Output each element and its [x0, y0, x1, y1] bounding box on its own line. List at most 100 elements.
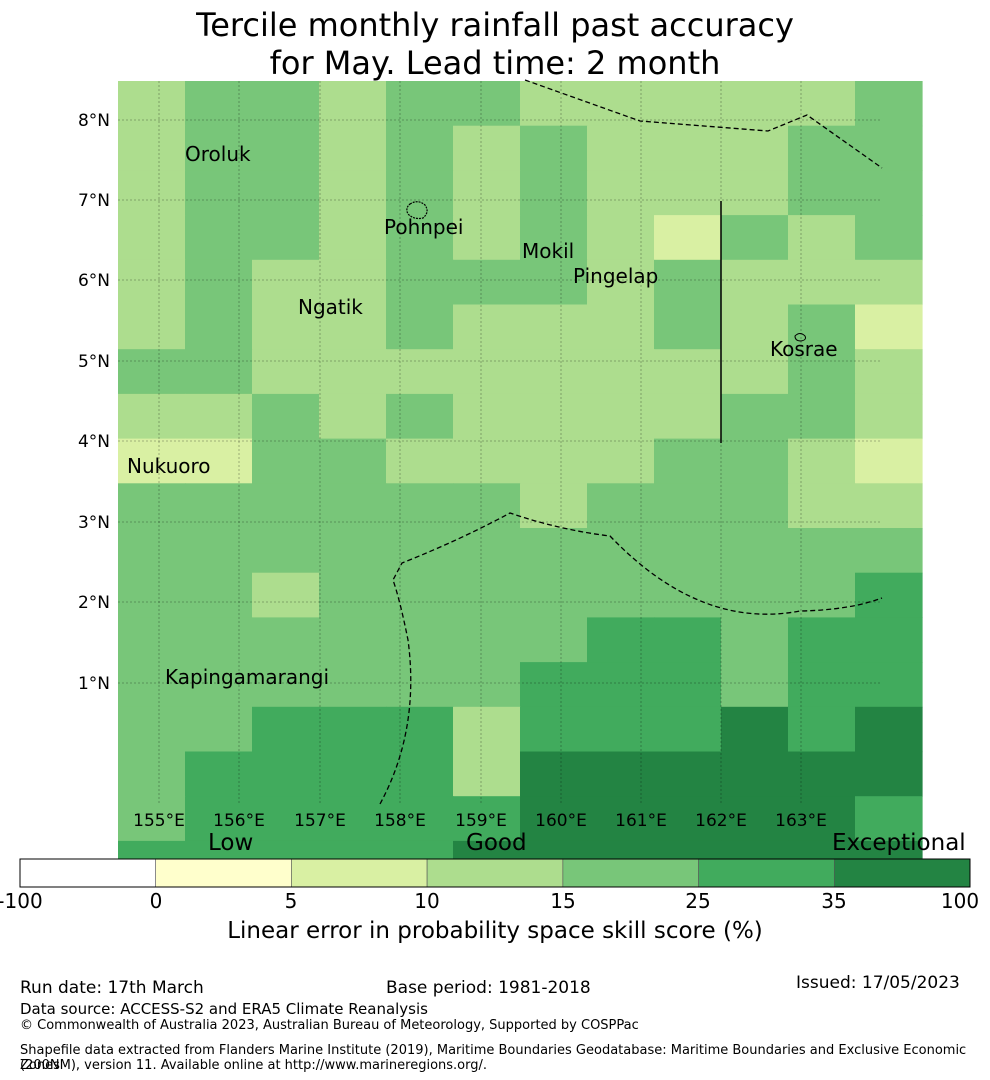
- place-label-nukuoro: Nukuoro: [127, 454, 211, 478]
- grid-cell: [587, 393, 655, 440]
- eez-boundaries: [379, 79, 883, 805]
- lon-label: 157°E: [294, 811, 346, 831]
- grid-cell: [587, 438, 655, 484]
- grid-cell: [855, 125, 923, 171]
- grid-cell: [118, 125, 186, 171]
- grid-cell: [386, 259, 454, 306]
- grid-cell: [520, 751, 588, 797]
- grid-cell: [654, 304, 722, 350]
- data-source: Data source: ACCESS-S2 and ERA5 Climate …: [20, 1000, 428, 1018]
- lat-label: 1°N: [78, 674, 110, 694]
- grid-cell: [654, 706, 722, 753]
- grid-cell: [855, 483, 923, 529]
- grid-cell: [453, 349, 521, 395]
- lon-label: 155°E: [133, 811, 185, 831]
- colorbar-tick: 15: [550, 889, 576, 913]
- grid-cell: [118, 751, 186, 797]
- grid-cell: [654, 215, 722, 261]
- grid-cell: [520, 393, 588, 440]
- grid-cell: [252, 349, 320, 395]
- grid-cell: [587, 215, 655, 261]
- grid-cell: [453, 304, 521, 350]
- grid-cell: [587, 349, 655, 395]
- grid-cell: [654, 751, 722, 797]
- lat-label: 4°N: [78, 432, 110, 452]
- colorbar-segment: [19, 858, 156, 888]
- grid-cell: [654, 81, 722, 127]
- grid-cell: [453, 81, 521, 127]
- grid-cell: [319, 617, 387, 663]
- grid-cell: [721, 81, 789, 127]
- grid-cell: [185, 125, 253, 171]
- lon-label: 162°E: [695, 811, 747, 831]
- grid-cell: [252, 304, 320, 350]
- grid-cell: [386, 751, 454, 797]
- colorbar-category-exceptional: Exceptional: [832, 830, 966, 856]
- grid-cell: [386, 483, 454, 529]
- lat-label: 2°N: [78, 593, 110, 613]
- grid-cell: [721, 259, 789, 306]
- grid-cell: [319, 662, 387, 708]
- grid-cell: [587, 617, 655, 663]
- grid-cell: [520, 662, 588, 708]
- grid-cell: [118, 572, 186, 618]
- grid-cell: [721, 393, 789, 440]
- lon-label: 159°E: [455, 811, 507, 831]
- grid-cell: [386, 304, 454, 350]
- grid-cell: [386, 706, 454, 753]
- colorbar-category-good: Good: [466, 830, 527, 856]
- grid-cell: [319, 170, 387, 216]
- grid-cell: [319, 572, 387, 618]
- grid-cell: [855, 617, 923, 663]
- lat-label: 3°N: [78, 513, 110, 533]
- grid-cell: [386, 81, 454, 127]
- grid-cell: [721, 706, 789, 753]
- grid-cell: [721, 483, 789, 529]
- grid-cell: [855, 349, 923, 395]
- grid-cell: [520, 483, 588, 529]
- grid-cell: [855, 215, 923, 261]
- grid-cell: [721, 528, 789, 574]
- grid-cell: [788, 706, 856, 753]
- grid-cell: [654, 796, 722, 842]
- grid-cell: [118, 304, 186, 350]
- grid-cell: [118, 617, 186, 663]
- grid-cell: [855, 393, 923, 440]
- place-label-oroluk: Oroluk: [185, 142, 251, 166]
- grid-cell: [721, 438, 789, 484]
- grid-cell: [520, 438, 588, 484]
- grid-cell: [185, 528, 253, 574]
- grid-cell: [788, 617, 856, 663]
- graticule: [118, 81, 882, 804]
- grid-cell: [453, 259, 521, 306]
- grid-cell: [319, 796, 387, 842]
- grid-cell: [721, 662, 789, 708]
- grid-cell: [185, 751, 253, 797]
- grid-cell: [252, 483, 320, 529]
- place-label-pingelap: Pingelap: [573, 264, 658, 288]
- base-period: Base period: 1981-2018: [386, 978, 591, 998]
- place-label-pohnpei: Pohnpei: [384, 215, 464, 239]
- grid-cell: [654, 349, 722, 395]
- grid-cell: [185, 393, 253, 440]
- place-label-kosrae: Kosrae: [770, 337, 838, 361]
- grid-cell: [319, 438, 387, 484]
- eez-boundary-south: [379, 512, 883, 805]
- grid-cell: [252, 528, 320, 574]
- grid-cell: [319, 81, 387, 127]
- grid-cell: [453, 483, 521, 529]
- grid-cell: [386, 215, 454, 261]
- grid-cell: [520, 796, 588, 842]
- grid-cell: [453, 662, 521, 708]
- grid-cell: [587, 304, 655, 350]
- grid-cell: [118, 81, 186, 127]
- grid-cell: [319, 349, 387, 395]
- grid-cell: [654, 259, 722, 306]
- grid-cell: [118, 438, 186, 484]
- grid-cell: [855, 528, 923, 574]
- colorbar-segment: [833, 858, 971, 888]
- grid-cell: [319, 215, 387, 261]
- grid-cell: [855, 259, 923, 306]
- colorbar-segment: [698, 858, 835, 888]
- grid-cell: [721, 304, 789, 350]
